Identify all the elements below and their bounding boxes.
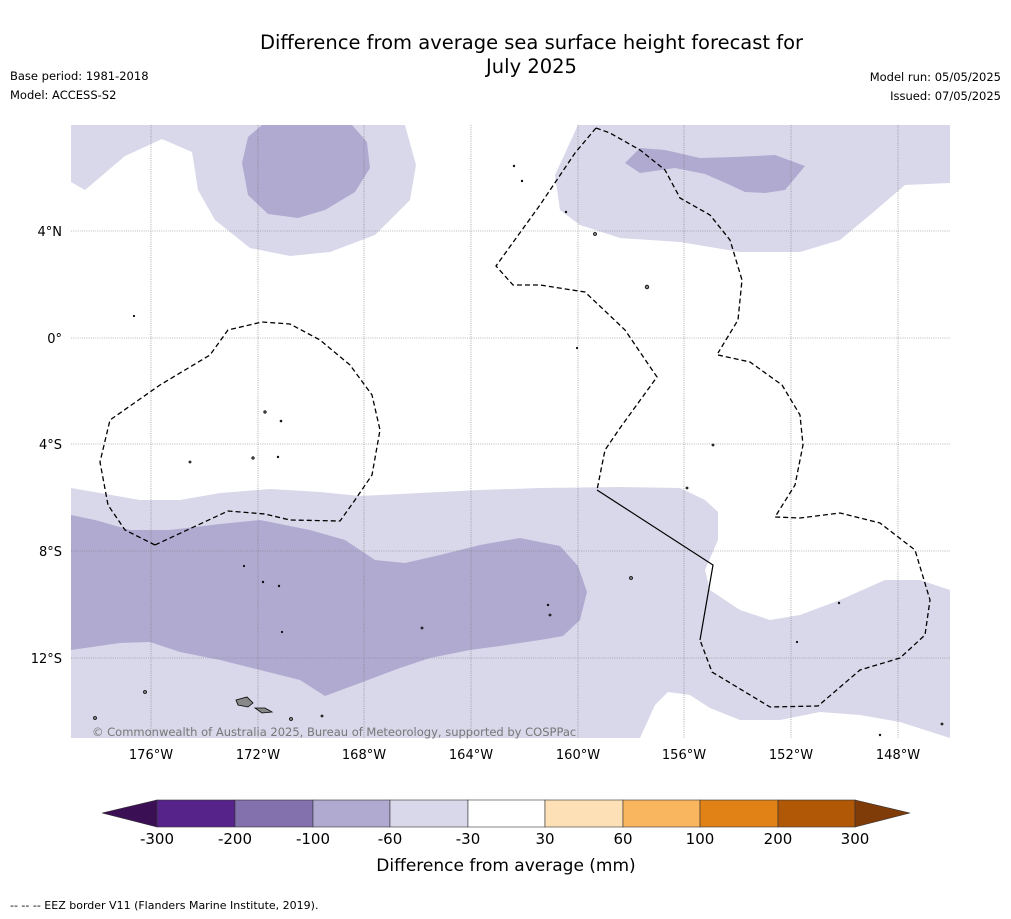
anomaly-region-north-west-mid — [242, 125, 370, 218]
colorbar-segment — [234, 799, 314, 828]
issued-date: Issued: 07/05/2025 — [890, 89, 1001, 103]
map-title: Difference from average sea surface heig… — [0, 31, 1011, 79]
graticule — [71, 125, 950, 738]
solid-boundary — [596, 489, 714, 641]
longitude-labels: 176°W 172°W 168°W 164°W 160°W 156°W 152°… — [129, 748, 920, 763]
lat-label: 0° — [47, 332, 62, 347]
colorbar-tick: -300 — [140, 830, 174, 848]
colorbar-tick: 30 — [535, 830, 554, 848]
colorbar-segment — [389, 799, 469, 828]
lon-label: 176°W — [129, 748, 173, 763]
colorbar-tick: 200 — [764, 830, 793, 848]
model-name: Model: ACCESS-S2 — [10, 88, 117, 102]
lat-label: 12°S — [31, 652, 62, 667]
samoa-upolu-island — [253, 707, 274, 714]
anomaly-region-south-mid — [71, 515, 587, 696]
map-area — [71, 125, 950, 738]
eez-kiribati-phoenix — [99, 321, 381, 546]
samoa-savaii-island — [235, 696, 254, 708]
lon-label: 160°W — [556, 748, 600, 763]
lat-label: 8°S — [39, 545, 62, 560]
meta-right: Model run: 05/05/2025 Issued: 07/05/2025 — [870, 68, 1001, 106]
eez-kiribati-line-west — [495, 127, 658, 491]
eez-footnote: -- -- -- EEZ border V11 (Flanders Marine… — [10, 899, 319, 912]
colorbar-tick: -200 — [218, 830, 252, 848]
colorbar-tick: 100 — [686, 830, 715, 848]
anomaly-region-north-east-mid — [625, 148, 805, 193]
colorbar-tick: 300 — [841, 830, 870, 848]
colorbar-tick: -30 — [456, 830, 481, 848]
colorbar-label: Difference from average (mm) — [376, 856, 635, 876]
eez-kiribati-line-north — [595, 127, 743, 354]
colorbar-tick: -60 — [378, 830, 403, 848]
colorbar-segment — [777, 799, 856, 828]
eez-borders — [99, 127, 931, 708]
copyright-text: © Commonwealth of Australia 2025, Bureau… — [92, 725, 576, 739]
colorbar-low-extension — [101, 799, 158, 828]
meta-left: Base period: 1981-2018 Model: ACCESS-S2 — [10, 67, 149, 105]
colorbar-segment — [467, 799, 546, 828]
eez-kiribati-line-east — [699, 354, 931, 708]
colorbar-tick: 60 — [613, 830, 632, 848]
colorbar — [101, 799, 911, 828]
colorbar-segment — [544, 799, 624, 828]
colorbar-tick: -100 — [296, 830, 330, 848]
title-line-1: Difference from average sea surface heig… — [259, 31, 804, 54]
lon-label: 168°W — [342, 748, 386, 763]
lat-label: 4°N — [38, 225, 63, 240]
islands — [93, 164, 944, 737]
model-run: Model run: 05/05/2025 — [869, 70, 1001, 84]
colorbar-segment — [699, 799, 779, 828]
colorbar-segment — [622, 799, 701, 828]
lon-label: 148°W — [876, 748, 920, 763]
latitude-labels: 4°N 0° 4°S 8°S 12°S — [31, 225, 62, 667]
lat-label: 4°S — [39, 438, 62, 453]
lon-label: 152°W — [769, 748, 813, 763]
colorbar-ticks: -300 -200 -100 -60 -30 30 60 100 200 300 — [140, 830, 869, 848]
colorbar-high-extension — [854, 799, 911, 828]
title-line-2: July 2025 — [486, 55, 577, 78]
colorbar-segment — [156, 799, 236, 828]
lon-label: 172°W — [236, 748, 280, 763]
lon-label: 156°W — [662, 748, 706, 763]
lon-label: 164°W — [449, 748, 493, 763]
colorbar-segment — [312, 799, 391, 828]
base-period: Base period: 1981-2018 — [10, 69, 149, 83]
